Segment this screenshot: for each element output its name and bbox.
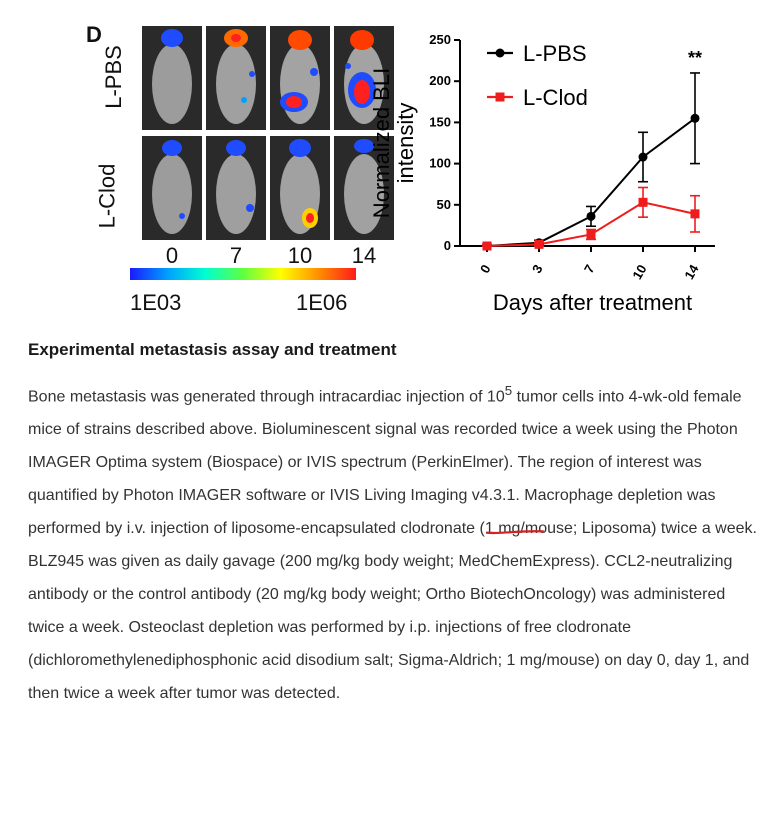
y-axis-label: Normalized BLIintensity [369, 68, 418, 218]
y-tick-label-0: 0 [444, 238, 451, 253]
y-axis-label-line1: Normalized BLI [369, 68, 394, 218]
y-axis-label-line2: intensity [393, 103, 418, 184]
red-handdrawn-underline [485, 529, 545, 535]
paragraph-text-part1: Bone metastasis was generated through in… [28, 388, 505, 406]
row-label-l-pbs: L-PBS [100, 45, 126, 109]
bli-image-clod-day7 [206, 136, 266, 240]
legend-marker-l-clod [495, 92, 505, 102]
y-tick-label-100: 100 [429, 156, 451, 171]
significance-annotation: ** [688, 48, 702, 68]
colorbar-min-label: 1E03 [130, 290, 182, 315]
row-label-l-clod: L-Clod [94, 163, 120, 229]
x-axis-label: Days after treatment [493, 290, 692, 315]
underlined-dosage-text: 1 mg/mouse; Liposoma [485, 520, 651, 537]
y-tick-label-150: 150 [429, 114, 451, 129]
data-point-l-clod-14 [690, 209, 700, 219]
bli-image-clod-day14 [334, 136, 394, 240]
day-label-7: 7 [229, 243, 243, 268]
x-tick-label-7: 7 [581, 262, 598, 276]
legend-label-l-pbs: L-PBS [523, 41, 587, 66]
figure-panel-d: D L-PBS L-Clod 0 7 10 14 [0, 0, 778, 330]
paragraph-text-part2: tumor cells into 4-wk-old female mice of… [28, 388, 742, 538]
y-tick-label-200: 200 [429, 73, 451, 88]
data-point-l-clod-7 [586, 229, 596, 239]
day-label-14: 14 [351, 243, 377, 268]
underlined-dosage-label: 1 mg/mouse; Liposoma [484, 520, 652, 538]
data-point-l-pbs-14 [690, 113, 700, 123]
bli-colorbar [130, 268, 356, 280]
y-tick-label-50: 50 [437, 197, 451, 212]
methods-section: Experimental metastasis assay and treatm… [28, 340, 758, 710]
legend-label-l-clod: L-Clod [523, 85, 588, 110]
data-point-l-pbs-7 [586, 211, 596, 221]
data-point-l-pbs-10 [638, 152, 648, 162]
superscript-exponent: 5 [504, 383, 513, 398]
bli-image-pbs-day0 [142, 26, 202, 130]
x-tick-label-0: 0 [477, 262, 494, 276]
bli-image-clod-day10 [270, 136, 330, 240]
bli-image-pbs-day14 [334, 26, 394, 130]
y-tick-label-250: 250 [429, 32, 451, 47]
legend-marker-l-pbs [495, 48, 505, 58]
methods-paragraph: Bone metastasis was generated through in… [28, 374, 758, 710]
panel-letter: D [86, 22, 102, 47]
section-heading: Experimental metastasis assay and treatm… [28, 340, 397, 359]
x-tick-label-10: 10 [629, 262, 649, 282]
x-tick-label-14: 14 [681, 261, 702, 282]
bli-line-chart: 0 50 100 150 200 250 0 3 7 10 14 Normalized BLIinte… [369, 32, 715, 315]
colorbar-max-label: 1E06 [296, 290, 348, 315]
day-label-0: 0 [165, 243, 179, 268]
bli-image-clod-day0 [142, 136, 202, 240]
data-point-l-clod-3 [534, 239, 544, 249]
bli-image-pbs-day10 [270, 26, 330, 130]
data-point-l-clod-0 [482, 241, 492, 251]
paragraph-text-part3: ) twice a week. BLZ945 was given as dail… [28, 520, 757, 703]
day-label-10: 10 [287, 243, 313, 268]
bli-image-pbs-day7 [206, 26, 266, 130]
x-tick-label-3: 3 [529, 262, 546, 276]
data-point-l-clod-10 [638, 197, 648, 207]
